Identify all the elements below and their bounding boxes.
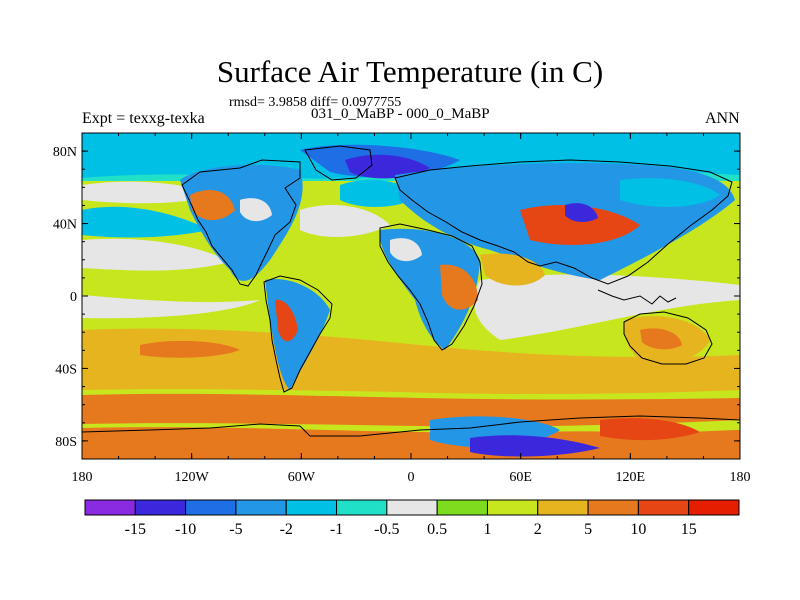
colorbar-label: -1 bbox=[330, 521, 343, 538]
colorbar-swatch bbox=[537, 499, 589, 516]
field-africa-warm bbox=[440, 264, 478, 310]
y-tick-label: 80N bbox=[53, 145, 77, 160]
colorbar-label: 0.5 bbox=[427, 521, 447, 538]
colorbar-label: 1 bbox=[483, 521, 491, 538]
field-india-warm bbox=[480, 253, 545, 286]
field-asia-hot bbox=[520, 205, 640, 245]
field-antarctic-cold bbox=[470, 435, 600, 457]
colorbar: -15 -10 -5 -2 -1 -0.5 0.5 1 2 5 10 15 bbox=[84, 499, 740, 538]
season-label: ANN bbox=[705, 110, 740, 127]
coast-southeast-asia bbox=[597, 289, 677, 305]
colorbar-swatch bbox=[486, 499, 539, 516]
coast-antarctica bbox=[82, 415, 740, 437]
coast-australia bbox=[623, 311, 713, 365]
colorbar-label: 5 bbox=[584, 521, 592, 538]
x-tick-label: 180 bbox=[72, 470, 93, 485]
colorbar-swatch bbox=[285, 499, 338, 516]
coast-south-america bbox=[263, 275, 333, 393]
field-samerica-warm bbox=[275, 299, 298, 342]
field-spacific-warm bbox=[140, 340, 240, 358]
x-tick-label: 120E bbox=[616, 470, 646, 485]
field-siberia-cool bbox=[620, 178, 720, 207]
x-tick-label: 60W bbox=[288, 470, 316, 485]
field-australia-warm bbox=[640, 328, 682, 350]
coastlines bbox=[82, 145, 740, 437]
colorbar-swatch bbox=[84, 499, 136, 516]
colorbar-swatch bbox=[386, 499, 438, 516]
field-arctic-coldest bbox=[345, 154, 430, 179]
field-indian-neutral bbox=[474, 274, 740, 340]
x-tick-label: 120W bbox=[175, 470, 210, 485]
field-africa-neutral bbox=[390, 238, 422, 262]
colorbar-label: -10 bbox=[175, 521, 196, 538]
field-southern-warm bbox=[82, 328, 740, 395]
colorbar-swatch bbox=[688, 499, 740, 516]
x-tick-label: 180 bbox=[730, 470, 751, 485]
coast-north-america bbox=[181, 159, 301, 287]
y-tick-label: 40S bbox=[55, 362, 77, 377]
colorbar-label: 15 bbox=[681, 521, 697, 538]
y-axis: 80N 40N 0 40S 80S bbox=[53, 145, 740, 450]
colorbar-label: 10 bbox=[630, 521, 646, 538]
coast-greenland bbox=[304, 145, 373, 181]
stats-label: rmsd= 3.9858 diff= 0.0977755 bbox=[229, 95, 402, 110]
colorbar-swatch bbox=[134, 499, 187, 516]
colorbar-label: -2 bbox=[280, 521, 293, 538]
colorbar-swatch bbox=[185, 499, 237, 516]
minor-ticks bbox=[81, 133, 741, 459]
y-tick-label: 0 bbox=[70, 290, 77, 305]
y-tick-label: 80S bbox=[55, 435, 77, 450]
colorbar-label: -15 bbox=[125, 521, 146, 538]
colorbar-label: -5 bbox=[229, 521, 242, 538]
field-natlantic-neutral bbox=[300, 205, 390, 237]
coast-africa bbox=[379, 223, 483, 351]
colorbar-label: 2 bbox=[534, 521, 542, 538]
field-epacific-neutral bbox=[82, 295, 260, 319]
field-npacific-neutral-2 bbox=[82, 238, 230, 271]
x-tick-label: 60E bbox=[509, 470, 532, 485]
coast-eurasia bbox=[394, 159, 733, 285]
colorbar-swatch bbox=[637, 499, 690, 516]
colorbar-label: -0.5 bbox=[374, 521, 399, 538]
experiment-label: Expt = texxg-texka bbox=[82, 110, 205, 127]
experiment-difference-label: 031_0_MaBP - 000_0_MaBP bbox=[311, 106, 490, 122]
colorbar-swatch bbox=[336, 499, 388, 516]
field-namerica-neutral bbox=[240, 198, 272, 222]
field-namerica-warm bbox=[190, 190, 235, 221]
page-title: Surface Air Temperature (in C) bbox=[216, 54, 604, 89]
y-tick-label: 40N bbox=[53, 218, 77, 233]
x-tick-label: 0 bbox=[408, 470, 415, 485]
field-antarctic-hot bbox=[600, 418, 700, 441]
temperature-field bbox=[82, 133, 740, 459]
field-asia-cold-spot bbox=[565, 203, 598, 222]
colorbar-swatch bbox=[587, 499, 639, 516]
colorbar-swatch bbox=[235, 499, 287, 516]
colorbar-swatch bbox=[436, 499, 488, 516]
field-npacific-cool bbox=[82, 206, 210, 238]
